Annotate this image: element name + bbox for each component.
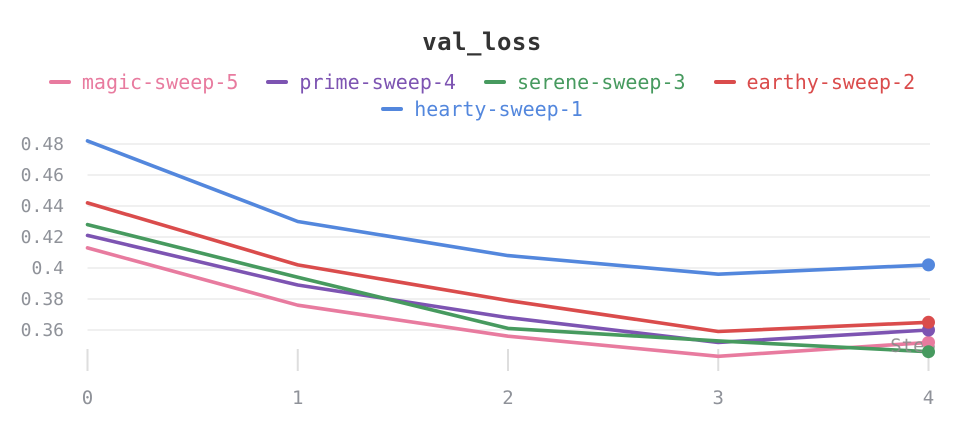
series-line-earthy-sweep-2[interactable] <box>85 201 931 334</box>
legend-label: earthy-sweep-2 <box>746 70 916 94</box>
x-axis-tick-label: 2 <box>502 387 513 409</box>
endpoint-dot-hearty-sweep-1[interactable] <box>922 258 935 272</box>
legend-item-magic-sweep-5[interactable]: magic-sweep-5 <box>48 70 239 94</box>
y-axis-tick-label: 0.36 <box>21 320 64 341</box>
legend-swatch-icon <box>48 80 71 84</box>
legend-item-earthy-sweep-2[interactable]: earthy-sweep-2 <box>713 70 916 94</box>
y-axis-tick-label: 0.48 <box>21 134 64 155</box>
x-axis-tick-label: 0 <box>82 387 93 409</box>
series-line-hearty-sweep-1[interactable] <box>85 139 931 277</box>
legend-swatch-icon <box>266 80 289 84</box>
y-axis-tick-label: 0.4 <box>31 258 64 279</box>
legend-swatch-icon <box>381 107 404 111</box>
chart-title: val_loss <box>422 28 542 56</box>
x-axis-tick-label: 4 <box>923 387 934 409</box>
series-line-magic-sweep-5[interactable] <box>85 246 931 359</box>
series-line-serene-sweep-3[interactable] <box>85 222 931 354</box>
x-axis-tick-label: 3 <box>713 387 724 409</box>
legend-item-hearty-sweep-1[interactable]: hearty-sweep-1 <box>381 97 583 121</box>
y-axis-tick-label: 0.42 <box>21 227 64 248</box>
series-line-prime-sweep-4[interactable] <box>85 233 931 345</box>
y-axis-tick-label: 0.38 <box>21 289 64 310</box>
y-axis-tick-label: 0.46 <box>21 165 64 186</box>
x-axis-tick-label: 1 <box>292 387 303 409</box>
legend-swatch-icon <box>713 80 736 84</box>
legend-label: serene-sweep-3 <box>516 70 686 94</box>
y-axis-tick-label: 0.44 <box>21 196 64 217</box>
endpoint-dot-earthy-sweep-2[interactable] <box>922 315 935 329</box>
legend-label: magic-sweep-5 <box>81 70 239 94</box>
legend-swatch-icon <box>483 80 506 84</box>
legend-item-prime-sweep-4[interactable]: prime-sweep-4 <box>266 70 456 94</box>
endpoint-dot-serene-sweep-3[interactable] <box>922 345 935 359</box>
legend-label: prime-sweep-4 <box>299 70 456 94</box>
legend-row-1: magic-sweep-5 prime-sweep-4 serene-sweep-3… <box>0 70 964 94</box>
legend-row-2: hearty-sweep-1 <box>0 97 964 121</box>
legend-label: hearty-sweep-1 <box>414 97 583 121</box>
endpoint-dot-magic-sweep-5[interactable] <box>922 335 935 349</box>
legend-item-serene-sweep-3[interactable]: serene-sweep-3 <box>483 70 686 94</box>
